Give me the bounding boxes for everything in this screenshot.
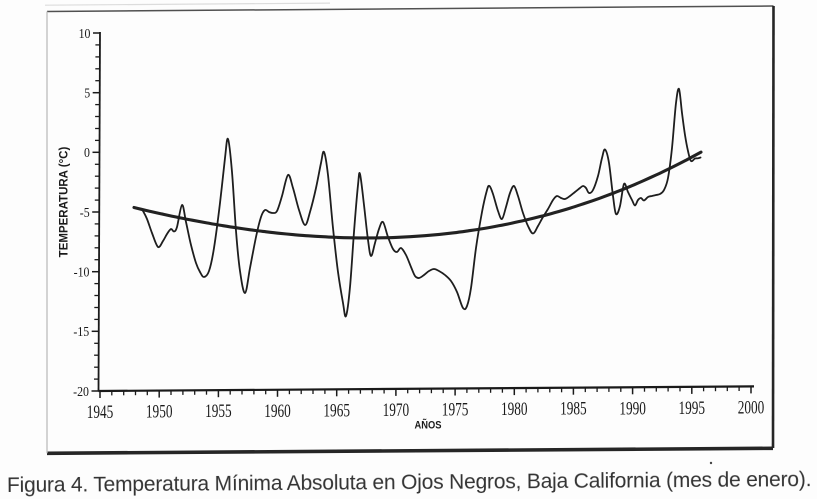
svg-text:-20: -20 <box>73 384 89 399</box>
svg-text:10: 10 <box>79 26 91 41</box>
svg-text:TEMPERATURA (°C): TEMPERATURA (°C) <box>59 147 71 258</box>
svg-text:-15: -15 <box>73 324 89 339</box>
svg-text:1985: 1985 <box>560 397 587 419</box>
svg-text:1980: 1980 <box>501 398 528 420</box>
svg-text:0: 0 <box>84 145 90 160</box>
svg-text:1965: 1965 <box>323 399 350 421</box>
svg-text:1960: 1960 <box>264 399 291 421</box>
svg-text:-10: -10 <box>74 265 90 280</box>
svg-text:1975: 1975 <box>442 398 469 420</box>
svg-text:2000: 2000 <box>738 396 765 418</box>
svg-text:1970: 1970 <box>383 399 410 421</box>
svg-text:5: 5 <box>84 86 90 101</box>
svg-text:-5: -5 <box>80 205 90 220</box>
svg-text:1945: 1945 <box>87 401 114 423</box>
svg-text:1990: 1990 <box>619 397 646 419</box>
svg-text:1955: 1955 <box>205 400 232 422</box>
svg-text:AÑOS: AÑOS <box>415 418 442 432</box>
svg-text:1995: 1995 <box>679 397 706 419</box>
svg-text:1950: 1950 <box>146 400 173 422</box>
